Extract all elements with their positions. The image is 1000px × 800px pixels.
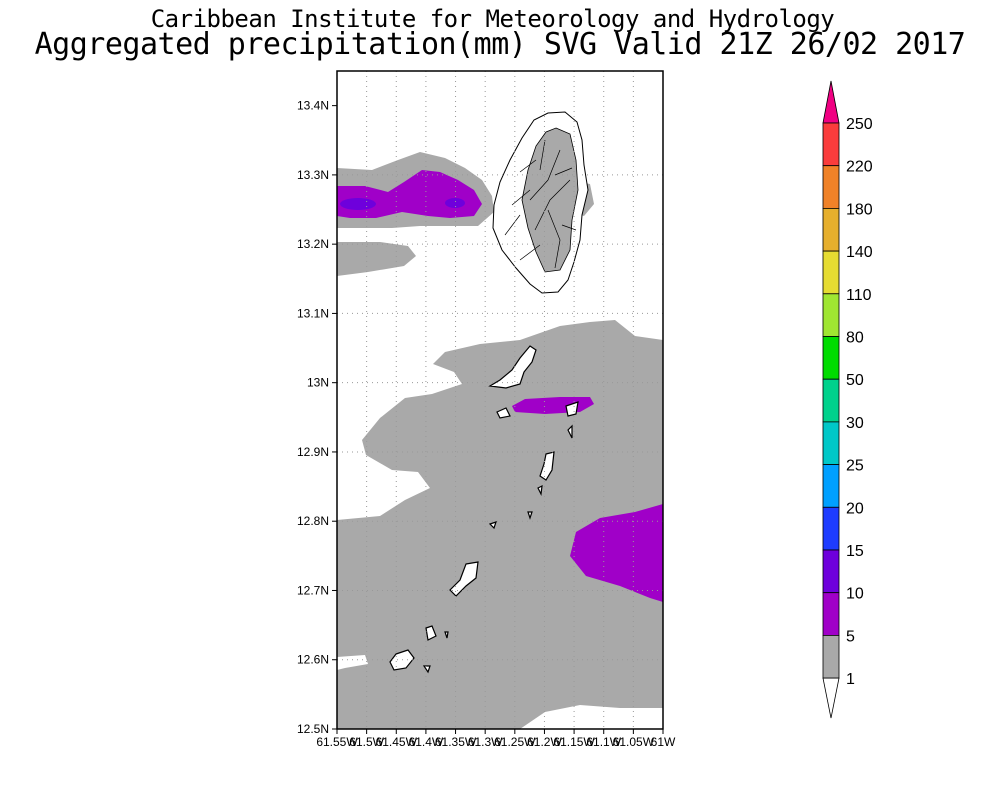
legend-level-label: 220: [846, 159, 873, 176]
legend-level-label: 30: [846, 415, 864, 432]
legend-swatch: [822, 635, 840, 679]
lat-tick-label: 13.4N: [297, 99, 329, 113]
lat-tick-label: 13N: [307, 376, 329, 390]
lon-tick-label: 61.45W: [376, 735, 418, 749]
lat-tick-label: 12.6N: [297, 653, 329, 667]
lon-tick-label: 61.2W: [527, 735, 562, 749]
legend-level-label: 25: [846, 458, 864, 475]
legend-level-label: 110: [846, 287, 872, 304]
lon-tick-label: 61.25W: [494, 735, 536, 749]
lat-tick-label: 12.8N: [297, 514, 329, 528]
legend-swatch: [822, 506, 840, 551]
legend-level-label: 140: [846, 244, 873, 261]
legend-level-label: 1: [846, 671, 855, 688]
product-title: Aggregated precipitation(mm) SVG Valid 2…: [34, 27, 966, 62]
precip-area-5-10mm-east: [570, 504, 663, 602]
legend-level-label: 250: [846, 116, 873, 133]
legend-swatch: [822, 207, 840, 252]
legend-level-label: 20: [846, 500, 864, 517]
plot-frame: [336, 70, 664, 730]
legend-swatch: [822, 165, 840, 209]
legend-swatch: [822, 293, 840, 337]
legend-level-label: 5: [846, 628, 855, 645]
legend-swatch: [822, 464, 840, 508]
legend-level-label: 180: [846, 201, 873, 218]
lon-tick-label: 61.35W: [435, 735, 477, 749]
legend-level-label: 10: [846, 586, 864, 603]
lat-tick-label: 13.2N: [297, 237, 329, 251]
legend-swatch: [822, 336, 840, 380]
legend-swatch: [822, 122, 840, 167]
lon-tick-label: 61.05W: [613, 735, 655, 749]
st-vincent-island: [492, 111, 589, 294]
lon-tick-label: 61.1W: [586, 735, 621, 749]
latitude-axis: 13.4N 13.3N 13.2N 13.1N 13N 12.9N 12.8N 12.7N 12…: [297, 99, 337, 736]
legend-swatch: [822, 421, 840, 465]
lat-tick-label: 12.7N: [297, 583, 329, 597]
legend-level-label: 80: [846, 330, 864, 347]
legend-swatch: [822, 549, 840, 594]
legend-level-label: 15: [846, 543, 864, 560]
lon-tick-label: 61.15W: [553, 735, 595, 749]
legend-swatch-top: [822, 80, 840, 124]
precipitation-legend: 250 220 180 140 110 80 50 30 25 20 15 10 5 1: [822, 80, 873, 719]
lon-tick-label: 61.55W: [316, 735, 358, 749]
lat-tick-label: 13.1N: [297, 306, 329, 320]
lon-tick-label: 61.5W: [349, 735, 384, 749]
lon-tick-label: 61.3W: [468, 735, 503, 749]
legend-swatch: [822, 592, 840, 636]
lon-tick-label: 61W: [651, 735, 676, 749]
precipitation-field: [337, 71, 663, 729]
lon-tick-label: 61.4W: [409, 735, 444, 749]
lat-tick-label: 13.3N: [297, 168, 329, 182]
legend-swatch: [822, 378, 840, 423]
institute-title: Caribbean Institute for Meteorology and …: [150, 5, 835, 33]
precip-area-1-5mm-south: [337, 320, 663, 729]
legend-swatch-bottom: [822, 677, 840, 719]
lat-tick-label: 12.9N: [297, 445, 329, 459]
longitude-axis: 61.55W61.5W61.45W61.4W61.35W61.3W61.25W6…: [316, 729, 676, 749]
lat-tick-label: 12.5N: [297, 722, 329, 736]
legend-swatch: [822, 250, 840, 295]
legend-level-label: 50: [846, 372, 864, 389]
